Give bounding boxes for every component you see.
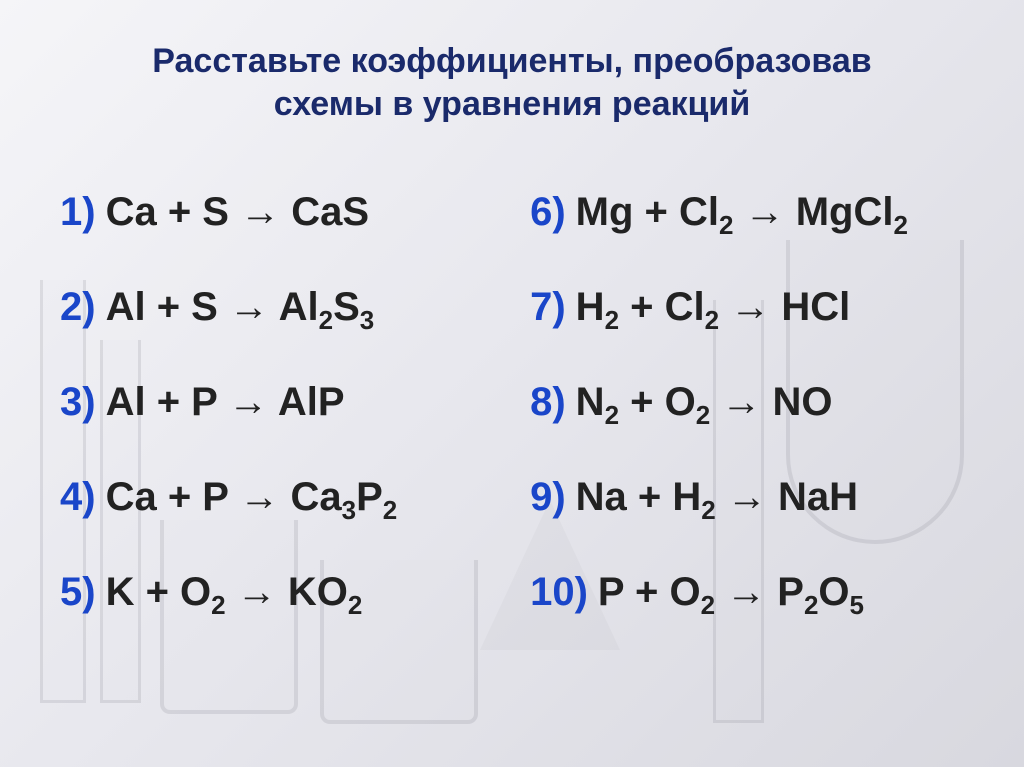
equation-body: Ca + S → CaS xyxy=(106,190,369,235)
arrow-icon: → xyxy=(229,285,269,329)
subscript: 2 xyxy=(701,495,715,525)
subscript: 2 xyxy=(701,590,715,620)
equation-body: N2 + O2 → NO xyxy=(576,380,833,425)
equation-row: 7)H2 + Cl2 → HCl xyxy=(530,285,964,330)
arrow-icon: → xyxy=(745,190,785,234)
arrow-icon: → xyxy=(237,570,277,614)
subscript: 2 xyxy=(804,590,818,620)
equation-number: 6) xyxy=(530,190,566,235)
arrow-icon: → xyxy=(721,380,761,424)
equations-columns: 1)Ca + S → CaS 2)Al + S → Al2S3 3)Al + P →… xyxy=(55,190,969,615)
equation-row: 8)N2 + O2 → NO xyxy=(530,380,964,425)
equation-row: 2)Al + S → Al2S3 xyxy=(60,285,494,330)
arrow-icon: → xyxy=(240,190,280,234)
equation-row: 9)Na + H2 → NaH xyxy=(530,475,964,520)
equation-row: 1)Ca + S → CaS xyxy=(60,190,494,235)
equation-number: 2) xyxy=(60,285,96,330)
left-column: 1)Ca + S → CaS 2)Al + S → Al2S3 3)Al + P →… xyxy=(60,190,494,615)
title-line-1: Расставьте коэффициенты, преобразовав xyxy=(152,42,871,80)
equation-row: 4)Ca + P → Ca3P2 xyxy=(60,475,494,520)
equation-body: Al + S → Al2S3 xyxy=(106,285,375,330)
equation-number: 5) xyxy=(60,570,96,615)
subscript: 3 xyxy=(360,305,374,335)
subscript: 2 xyxy=(719,210,733,240)
slide: Расставьте коэффициенты, преобразовав сх… xyxy=(0,0,1024,767)
arrow-icon: → xyxy=(726,570,766,614)
equation-number: 10) xyxy=(530,570,588,615)
equation-body: Na + H2 → NaH xyxy=(576,475,858,520)
slide-title: Расставьте коэффициенты, преобразовав сх… xyxy=(55,40,969,125)
equation-row: 5)K + O2 → KO2 xyxy=(60,570,494,615)
equation-body: Al + P → AlP xyxy=(106,380,345,425)
right-column: 6)Mg + Cl2 → MgCl2 7)H2 + Cl2 → HCl 8)N2 +… xyxy=(530,190,964,615)
arrow-icon: → xyxy=(727,475,767,519)
subscript: 2 xyxy=(605,400,619,430)
arrow-icon: → xyxy=(228,380,268,424)
equation-row: 3)Al + P → AlP xyxy=(60,380,494,425)
equation-body: Mg + Cl2 → MgCl2 xyxy=(576,190,908,235)
subscript: 2 xyxy=(319,305,333,335)
subscript: 2 xyxy=(211,590,225,620)
equation-number: 8) xyxy=(530,380,566,425)
subscript: 2 xyxy=(705,305,719,335)
subscript: 3 xyxy=(342,495,356,525)
subscript: 2 xyxy=(696,400,710,430)
equation-number: 7) xyxy=(530,285,566,330)
equation-body: Ca + P → Ca3P2 xyxy=(106,475,398,520)
equation-number: 1) xyxy=(60,190,96,235)
equation-number: 3) xyxy=(60,380,96,425)
equation-body: H2 + Cl2 → HCl xyxy=(576,285,851,330)
equation-number: 9) xyxy=(530,475,566,520)
subscript: 2 xyxy=(348,590,362,620)
equation-row: 10)P + O2 → P2O5 xyxy=(530,570,964,615)
subscript: 5 xyxy=(850,590,864,620)
arrow-icon: → xyxy=(239,475,279,519)
equation-body: K + O2 → KO2 xyxy=(106,570,363,615)
equation-number: 4) xyxy=(60,475,96,520)
subscript: 2 xyxy=(383,495,397,525)
title-line-2: схемы в уравнения реакций xyxy=(274,85,750,123)
arrow-icon: → xyxy=(730,285,770,329)
subscript: 2 xyxy=(605,305,619,335)
subscript: 2 xyxy=(893,210,907,240)
equation-row: 6)Mg + Cl2 → MgCl2 xyxy=(530,190,964,235)
equation-body: P + O2 → P2O5 xyxy=(598,570,864,615)
